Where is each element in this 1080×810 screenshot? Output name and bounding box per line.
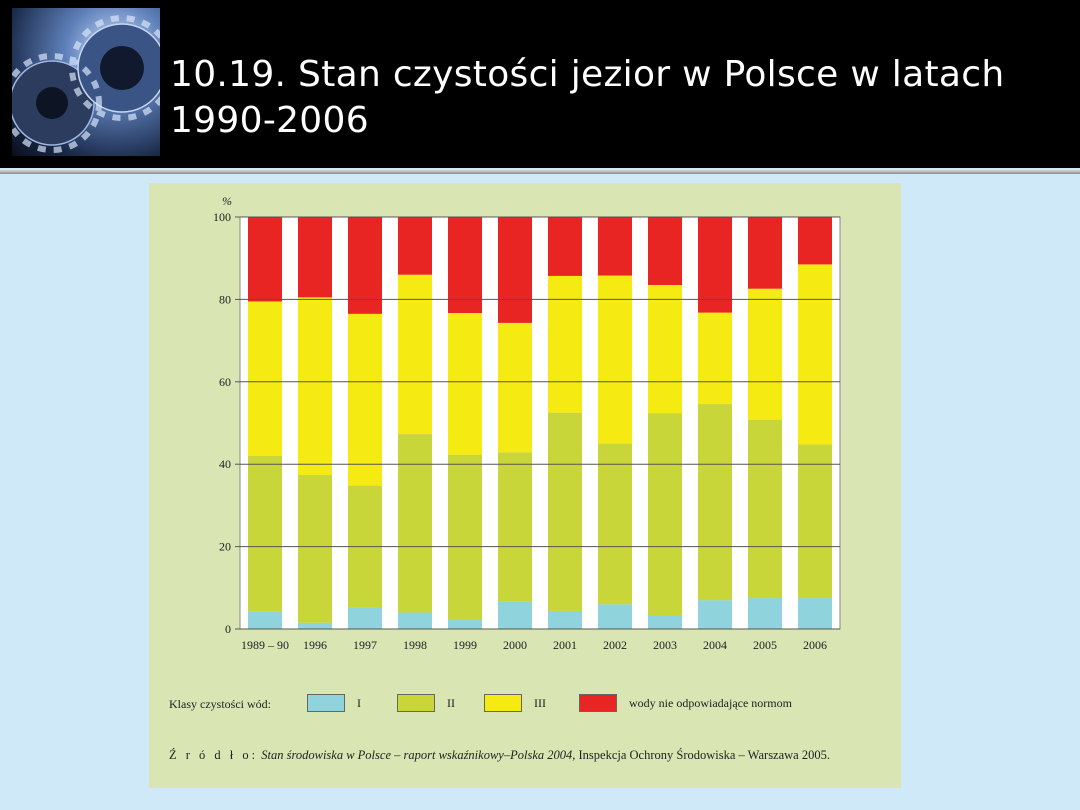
x-tick-label: 2001 [553, 638, 577, 652]
legend-label-ii: II [447, 696, 455, 710]
bar-segment [348, 217, 382, 314]
x-tick-label: 2003 [653, 638, 677, 652]
legend-label-i: I [357, 696, 361, 710]
bar-segment [548, 275, 582, 413]
bar-segment [248, 301, 282, 456]
plot-area [239, 216, 841, 630]
bar-segment [598, 217, 632, 276]
bar-segment [398, 612, 432, 629]
bar-segment [698, 600, 732, 629]
x-tick-label: 2000 [503, 638, 527, 652]
x-tick-label: 1998 [403, 638, 427, 652]
source-italic: Stan środowiska w Polsce – raport wskaźn… [261, 748, 576, 762]
title-divider [0, 170, 1080, 174]
legend-swatch-i [307, 694, 345, 712]
x-tick-label: 1997 [353, 638, 377, 652]
bar-segment [448, 619, 482, 629]
bar-segment [248, 611, 282, 629]
y-tick-label: 0 [225, 622, 231, 636]
bar-segment [498, 322, 532, 453]
bar-segment [698, 217, 732, 313]
x-tick-label: 2006 [803, 638, 827, 652]
bar-segment [648, 217, 682, 285]
y-tick-label: 80 [219, 292, 231, 306]
bar-segment [798, 444, 832, 599]
source-rest: Inspekcja Ochrony Środowiska – Warszawa … [575, 748, 830, 762]
legend-label-iii: III [534, 696, 546, 710]
x-tick-label: 2002 [603, 638, 627, 652]
bar-segment [498, 217, 532, 323]
bar-segment [648, 614, 682, 629]
x-tick-label: 1989 – 90 [241, 638, 289, 652]
bar-segment [448, 312, 482, 455]
x-tick-label: 2004 [703, 638, 727, 652]
slide-title: 10.19. Stan czystości jezior w Polsce w … [170, 54, 1005, 141]
bar-segment [598, 604, 632, 629]
chart-panel: 1989 – 90 1996 1997 1998 1999 2000 2001 2002 200… [149, 183, 901, 788]
bar-segment [298, 217, 332, 298]
bar-segment [248, 217, 282, 302]
stacked-bar-chart: 1989 – 90 1996 1997 1998 1999 2000 2001 2002 200… [213, 194, 841, 652]
x-tick-label: 1996 [303, 638, 327, 652]
bar-segment [448, 217, 482, 313]
y-tick-label: 20 [219, 540, 231, 554]
bar-segment [648, 413, 682, 615]
x-tick-label: 1999 [453, 638, 477, 652]
bar-segment [748, 598, 782, 629]
bar-segment [398, 434, 432, 613]
legend-swatch-ii [397, 694, 435, 712]
y-tick-label: 40 [219, 457, 231, 471]
bar-segment [348, 607, 382, 629]
x-tick-label: 2005 [753, 638, 777, 652]
bar-segment [548, 217, 582, 276]
bar-segment [598, 275, 632, 444]
y-axis-label: % [222, 194, 232, 208]
bar-segment [548, 412, 582, 611]
bar-segment [298, 297, 332, 475]
bar-segment [248, 455, 282, 612]
bar-segment [748, 288, 782, 420]
source-note: Ź r ó d ł o: Stan środowiska w Polsce – … [169, 748, 889, 763]
bar-segment [298, 474, 332, 623]
legend-swatch-iii [484, 694, 522, 712]
bar-segment [598, 443, 632, 605]
bar-segment [498, 452, 532, 602]
bar-segment [548, 610, 582, 629]
legend-title: Klasy czystości wód: [169, 697, 271, 711]
bar-segment [398, 274, 432, 435]
y-tick-label: 60 [219, 375, 231, 389]
y-tick-label: 100 [213, 210, 231, 224]
bar-segment [298, 622, 332, 629]
source-prefix: Ź r ó d ł o: [169, 748, 259, 762]
legend-swatch-normy [579, 694, 617, 712]
title-bar: 10.19. Stan czystości jezior w Polsce w … [0, 0, 1080, 168]
bar-segment [798, 264, 832, 445]
bar-segment [448, 454, 482, 620]
bar-segment [798, 217, 832, 265]
bar-segment [748, 419, 782, 599]
bar-segment [698, 404, 732, 601]
bar-segment [498, 601, 532, 629]
bar-segment [398, 217, 432, 275]
gears-icon [12, 8, 160, 156]
legend-label-normy: wody nie odpowiadające normom [629, 696, 792, 710]
bar-segment [698, 312, 732, 405]
bar-segment [648, 284, 682, 414]
bar-segment [348, 313, 382, 486]
bar-segment [748, 217, 782, 289]
bar-segment [798, 598, 832, 629]
